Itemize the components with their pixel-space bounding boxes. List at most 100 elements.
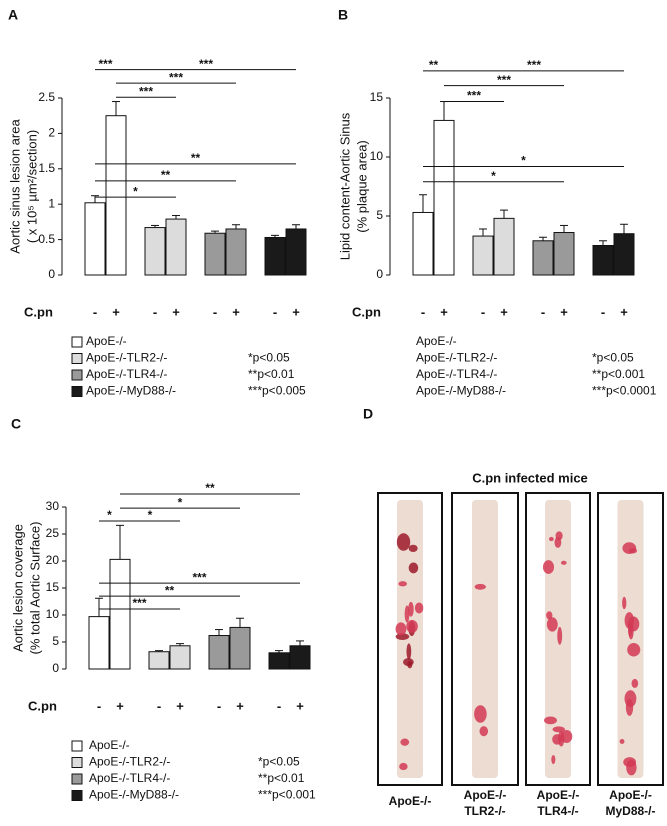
lesion <box>560 560 567 565</box>
legend-label: ApoE-/-TLR2-/- <box>416 351 497 365</box>
y-tick-label: 2.5 <box>38 90 55 104</box>
x-tick-label: - <box>481 304 485 319</box>
x-tick-label: + <box>116 698 124 713</box>
x-axis-label: C.pn <box>28 698 57 713</box>
y-tick-label: 15 <box>370 90 384 104</box>
legend-label: ApoE-/- <box>86 334 127 348</box>
y-tick-label: 0 <box>376 267 383 281</box>
image-caption: TLR4-/- <box>537 804 578 818</box>
panel-label: C <box>11 416 21 432</box>
lesion <box>403 658 414 667</box>
x-tick-label: + <box>620 304 628 319</box>
legend-label: ApoE-/-MyD88-/- <box>86 384 176 398</box>
panel: B 0 5 10 15 Lipid content-Aortic Sinus (% plaq… <box>71 7 657 398</box>
lesion <box>546 611 553 620</box>
y-tick-label: 10 <box>46 607 60 621</box>
lesion <box>631 678 639 688</box>
image-caption: ApoE-/- <box>389 794 432 808</box>
legend-swatch <box>71 790 83 801</box>
bar <box>88 616 110 670</box>
lesion <box>400 738 410 746</box>
significance-label: ** <box>191 151 201 165</box>
note: **p<0.01 <box>258 771 305 785</box>
x-axis-label: C.pn <box>352 304 381 319</box>
legend-label: ApoE-/-MyD88-/- <box>89 788 179 802</box>
image-caption: ApoE-/- <box>609 788 652 802</box>
note: **p<0.001 <box>592 367 645 381</box>
x-tick-label: + <box>236 698 244 713</box>
x-tick-label: - <box>93 304 97 319</box>
y-tick-label: 10 <box>370 149 384 163</box>
legend-label: ApoE-/-TLR4-/- <box>89 771 170 785</box>
image-caption: MyD88-/- <box>605 804 655 818</box>
note: ***p<0.001 <box>258 788 316 802</box>
x-tick-label: + <box>292 304 300 319</box>
x-tick-label: - <box>97 698 101 713</box>
bar <box>268 652 290 670</box>
y-tick-label: 1 <box>48 196 55 210</box>
lesion <box>408 601 414 617</box>
lesion <box>414 602 424 614</box>
x-axis-label: C.pn <box>24 304 53 319</box>
legend-label: ApoE-/-MyD88-/- <box>416 384 506 398</box>
legend-swatch <box>71 757 83 768</box>
x-tick-label: + <box>296 698 304 713</box>
lesion <box>622 542 637 554</box>
significance-label: ** <box>165 583 175 597</box>
x-tick-label: + <box>440 304 448 319</box>
bar <box>148 651 170 670</box>
y-tick-label: 5 <box>376 208 383 222</box>
legend-label: ApoE-/- <box>89 738 130 752</box>
note: *p<0.05 <box>248 351 290 365</box>
x-tick-label: - <box>217 698 221 713</box>
panel: A 0 0.5 1 1.5 2 2.5 Aortic sinus lesion area( x… <box>7 7 307 398</box>
lesion <box>619 738 625 744</box>
lesion <box>548 536 554 542</box>
note: *p<0.05 <box>592 351 634 365</box>
lesion <box>557 626 563 645</box>
lesion <box>396 533 411 551</box>
lesion <box>479 726 489 737</box>
x-tick-label: - <box>421 304 425 319</box>
x-tick-label: - <box>541 304 545 319</box>
legend-swatch <box>71 386 83 397</box>
significance-label: *** <box>527 58 541 72</box>
x-tick-label: + <box>500 304 508 319</box>
significance-label: *** <box>132 596 146 610</box>
y-tick-label: 30 <box>46 499 60 513</box>
legend-label: ApoE-/- <box>416 334 457 348</box>
y-axis-label: Aortic lesion coverage <box>10 524 25 652</box>
lesion <box>399 762 408 771</box>
image-caption: ApoE-/- <box>464 788 507 802</box>
x-tick-label: - <box>273 304 277 319</box>
legend-label: ApoE-/-TLR2-/- <box>89 755 170 769</box>
significance-label: ** <box>205 481 215 495</box>
lesion <box>404 605 410 623</box>
legend-label: ApoE-/-TLR4-/- <box>86 367 167 381</box>
significance-label: *** <box>98 57 112 71</box>
y-tick-label: 0 <box>48 267 55 281</box>
significance-label: *** <box>497 73 511 87</box>
bar <box>285 228 307 276</box>
bar <box>553 232 575 276</box>
y-tick-label: 5 <box>52 634 59 648</box>
lesion <box>474 705 487 723</box>
significance-label: *** <box>199 57 213 71</box>
lesion <box>551 755 556 765</box>
x-tick-label: + <box>176 698 184 713</box>
aorta <box>472 500 498 778</box>
legend-swatch <box>71 740 83 752</box>
lesion <box>544 716 557 725</box>
bar <box>493 217 515 276</box>
x-tick-label: + <box>172 304 180 319</box>
legend-label: ApoE-/-TLR2-/- <box>86 351 167 365</box>
x-tick-label: + <box>232 304 240 319</box>
lesion <box>406 619 418 633</box>
bar <box>84 202 106 276</box>
y-tick-label: 25 <box>46 526 60 540</box>
y-tick-label: 15 <box>46 580 60 594</box>
bar <box>433 119 455 276</box>
x-tick-label: + <box>112 304 120 319</box>
lesion <box>542 560 555 574</box>
x-tick-label: - <box>213 304 217 319</box>
